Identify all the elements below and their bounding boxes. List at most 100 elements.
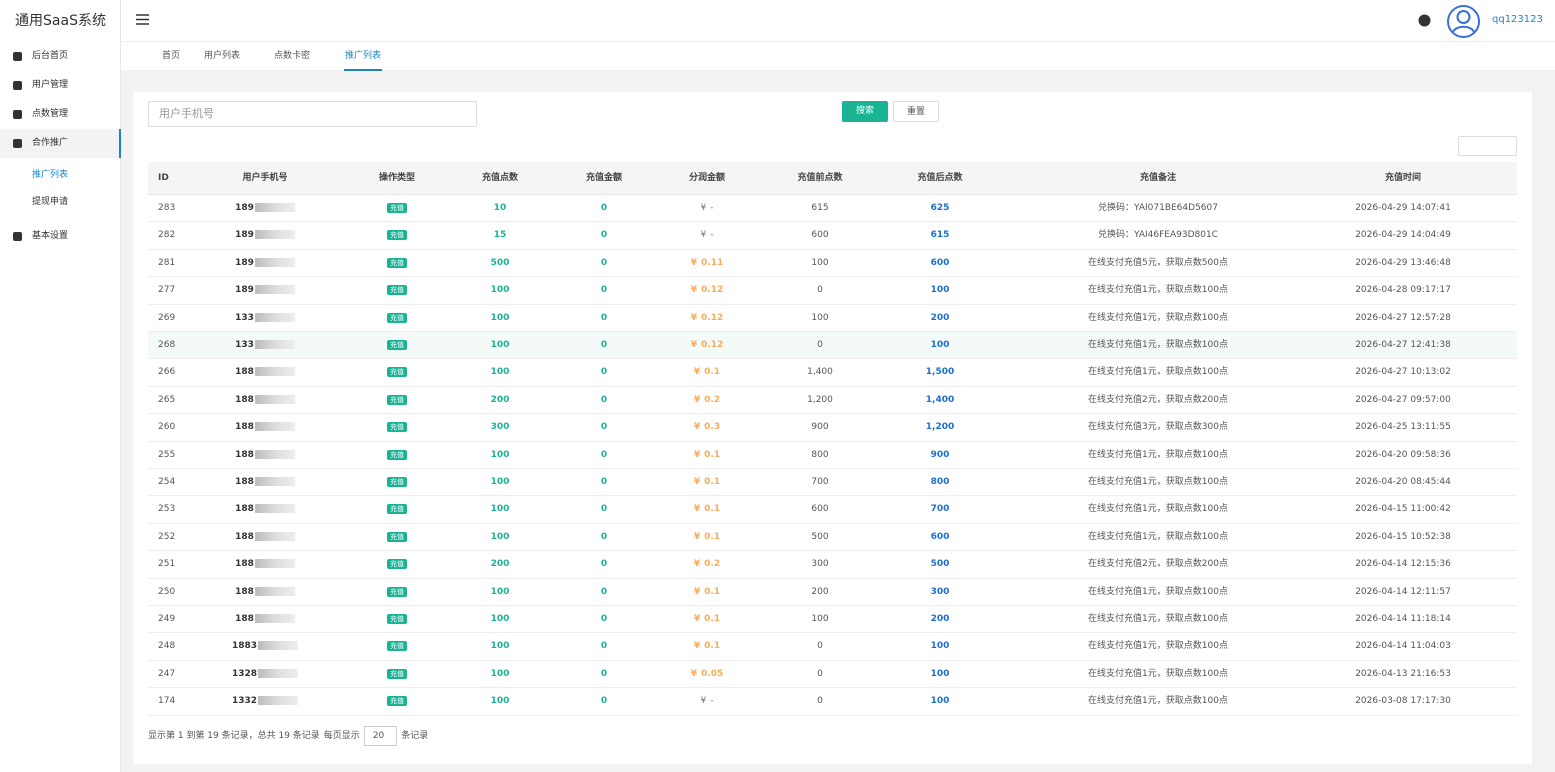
commission: 0.05 — [701, 668, 724, 679]
submenu-item[interactable]: 提现申请 — [32, 197, 69, 207]
theme-icon[interactable] — [1418, 14, 1431, 27]
column-header[interactable]: 充值后点数 — [917, 173, 963, 183]
currency: ¥ — [693, 449, 701, 460]
table-row: 265 188 充值 200 0 ¥0.2 1,200 1,400 在线支付充值2元，获取点数2… — [148, 387, 1517, 415]
column-header[interactable]: 操作类型 — [378, 173, 416, 183]
cell-1: 189 — [235, 277, 295, 304]
per-page-select[interactable]: 20 — [363, 726, 398, 746]
column-header[interactable]: ID — [158, 173, 169, 183]
type-tag: 充值 — [387, 641, 407, 652]
cell-0: 174 — [158, 696, 176, 707]
search-button[interactable]: 搜索 — [842, 101, 888, 122]
menu-icon — [13, 52, 22, 61]
masked-phone — [258, 641, 299, 651]
cell-1: 188 — [235, 359, 295, 386]
commission-cell: ¥ - — [701, 222, 714, 249]
currency: ¥ — [693, 641, 701, 652]
cell-2: 充值 — [387, 551, 407, 578]
cell-8: 在线支付充值2元，获取点数200点 — [1088, 559, 1228, 570]
cell-6: 200 — [811, 586, 829, 597]
cell-9: 2026-04-27 12:41:38 — [1355, 340, 1451, 350]
table-row: 255 188 充值 100 0 ¥0.1 800 900 在线支付充值1元，获取点数100点 2… — [148, 442, 1517, 469]
tab[interactable]: 用户列表 — [204, 51, 241, 61]
content-panel: 用户手机号 搜索 重置 ID 用户手机号 操作类型 充值点数 充值金额 分润金额 充值前点数… — [133, 92, 1532, 764]
cell-7: 500 — [930, 559, 950, 570]
cell-9: 2026-04-14 11:04:03 — [1355, 641, 1451, 652]
menu-item[interactable]: 用户管理 — [0, 71, 121, 100]
cell-7: 100 — [930, 668, 950, 679]
cell-2: 充值 — [387, 222, 407, 249]
cell-8: 在线支付充值1元，获取点数100点 — [1088, 340, 1228, 350]
commission-cell: ¥0.2 — [694, 387, 720, 414]
tab[interactable]: 首页 — [162, 51, 181, 61]
commission: 0.2 — [704, 559, 721, 570]
cell-8: 在线支付充值1元，获取点数100点 — [1088, 586, 1228, 597]
avatar[interactable] — [1447, 5, 1480, 38]
menu-item[interactable]: 合作推广 — [0, 129, 121, 158]
column-header[interactable]: 分润金额 — [688, 173, 726, 183]
cell-7: 900 — [930, 449, 950, 460]
table-row: 253 188 充值 100 0 ¥0.1 600 700 在线支付充值1元，获取点数100点 2… — [148, 496, 1517, 524]
cell-2: 充值 — [387, 524, 407, 551]
cell-2: 充值 — [387, 414, 407, 441]
reset-button[interactable]: 重置 — [893, 101, 939, 122]
cell-3: 100 — [490, 340, 510, 350]
menu-icon — [13, 139, 22, 148]
column-header[interactable]: 充值时间 — [1384, 173, 1422, 183]
cell-0: 282 — [158, 230, 176, 241]
cell-1: 189 — [235, 195, 295, 222]
commission-cell: ¥0.12 — [691, 305, 723, 332]
column-header[interactable]: 充值点数 — [481, 173, 519, 183]
cell-9: 2026-04-29 13:46:48 — [1355, 257, 1451, 268]
cell-0: 251 — [158, 559, 176, 570]
commission-cell: ¥0.1 — [694, 442, 720, 469]
cell-8: 在线支付充值1元，获取点数100点 — [1088, 614, 1228, 624]
cell-0: 255 — [158, 449, 176, 460]
table-toolbar[interactable] — [1458, 136, 1517, 156]
commission-cell: ¥ - — [701, 688, 714, 715]
tab[interactable]: 推广列表 — [344, 42, 383, 71]
cell-1: 188 — [235, 551, 295, 578]
type-tag: 充值 — [387, 477, 407, 487]
submenu-item[interactable]: 推广列表 — [32, 170, 69, 180]
cell-9: 2026-04-13 21:16:53 — [1355, 668, 1451, 679]
cell-9: 2026-03-08 17:17:30 — [1355, 696, 1451, 707]
column-header[interactable]: 用户手机号 — [242, 173, 288, 183]
commission: 0.1 — [704, 586, 721, 597]
column-header[interactable]: 充值金额 — [585, 173, 623, 183]
menu-item[interactable]: 基本设置 — [0, 222, 121, 251]
cell-2: 充值 — [387, 469, 407, 496]
menu-item[interactable]: 点数管理 — [0, 100, 121, 129]
masked-phone — [254, 394, 295, 404]
cell-2: 充值 — [387, 579, 407, 606]
cell-2: 充值 — [387, 496, 407, 523]
table-row: 250 188 充值 100 0 ¥0.1 200 300 在线支付充值1元，获取点数100点 2… — [148, 579, 1517, 606]
cell-7: 625 — [930, 203, 950, 213]
masked-phone — [254, 257, 295, 267]
table-row: 251 188 充值 200 0 ¥0.2 300 500 在线支付充值2元，获取点数200点 2… — [148, 551, 1517, 579]
cell-6: 615 — [811, 203, 829, 213]
menu-item[interactable]: 后台首页 — [0, 42, 121, 71]
currency: ¥ — [693, 586, 701, 597]
type-tag: 充值 — [387, 422, 407, 433]
tab[interactable]: 点数卡密 — [274, 51, 311, 61]
menu-toggle[interactable] — [136, 14, 149, 25]
cell-3: 100 — [490, 367, 510, 378]
phone-input[interactable]: 用户手机号 — [148, 101, 477, 127]
type-tag: 充值 — [387, 340, 407, 350]
column-header[interactable]: 充值前点数 — [797, 173, 843, 183]
page-summary: 显示第 1 到第 19 条记录，总共 19 条记录 — [148, 731, 320, 741]
cell-3: 100 — [490, 312, 510, 323]
currency: ¥ — [693, 477, 701, 487]
cell-8: 在线支付充值1元，获取点数100点 — [1088, 449, 1228, 460]
commission-cell: ¥0.1 — [694, 633, 720, 660]
cell-4: 0 — [600, 367, 608, 378]
type-tag: 充值 — [387, 586, 407, 597]
column-header[interactable]: 充值备注 — [1139, 173, 1177, 183]
cell-3: 100 — [490, 614, 510, 624]
cell-7: 300 — [930, 586, 950, 597]
commission-cell: ¥0.1 — [694, 524, 720, 551]
user-name[interactable]: qq123123 — [1492, 14, 1543, 25]
cell-6: 0 — [817, 696, 823, 707]
cell-1: 189 — [235, 222, 295, 249]
